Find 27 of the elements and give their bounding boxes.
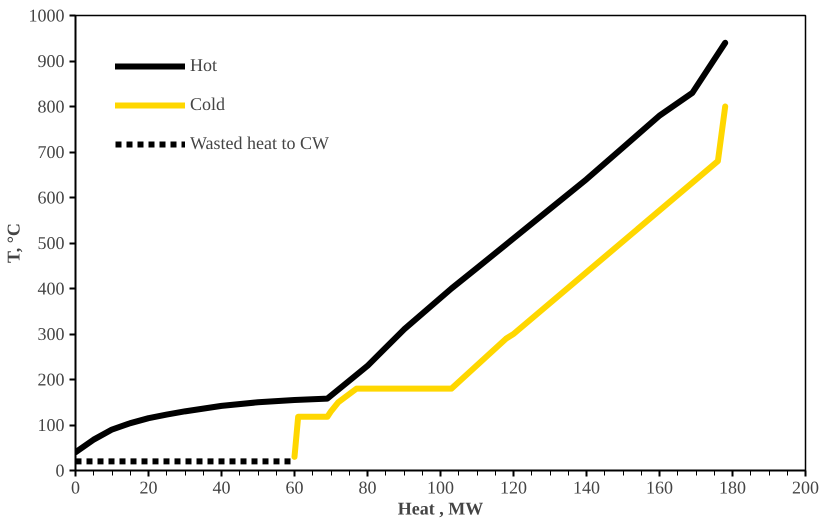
y-axis-title: T, °C [4, 223, 24, 263]
y-tick-label: 900 [38, 51, 64, 71]
legend-label: Wasted heat to CW [190, 133, 330, 154]
x-tick-label: 80 [358, 478, 376, 498]
y-tick-label: 500 [38, 233, 64, 253]
y-tick-label: 1000 [28, 6, 64, 26]
x-tick-label: 120 [500, 478, 527, 498]
y-tick-label: 300 [38, 324, 64, 344]
y-tick-label: 600 [38, 188, 64, 208]
y-tick-label: 700 [38, 142, 64, 162]
x-tick-label: 200 [792, 478, 819, 498]
legend-label: Hot [190, 55, 217, 76]
x-tick-label: 160 [646, 478, 673, 498]
x-tick-label: 180 [719, 478, 746, 498]
legend-label: Cold [190, 94, 226, 115]
y-tick-label: 200 [38, 370, 64, 390]
x-tick-label: 20 [140, 478, 158, 498]
x-tick-label: 100 [427, 478, 454, 498]
x-tick-label: 0 [71, 478, 80, 498]
x-axis-title: Heat , MW [398, 498, 484, 518]
x-tick-label: 60 [286, 478, 304, 498]
y-tick-label: 800 [38, 96, 64, 116]
x-tick-label: 40 [212, 478, 230, 498]
y-tick-label: 100 [38, 415, 64, 435]
y-tick-label: 400 [38, 278, 64, 298]
y-tick-label: 0 [56, 460, 64, 480]
x-tick-label: 140 [573, 478, 600, 498]
